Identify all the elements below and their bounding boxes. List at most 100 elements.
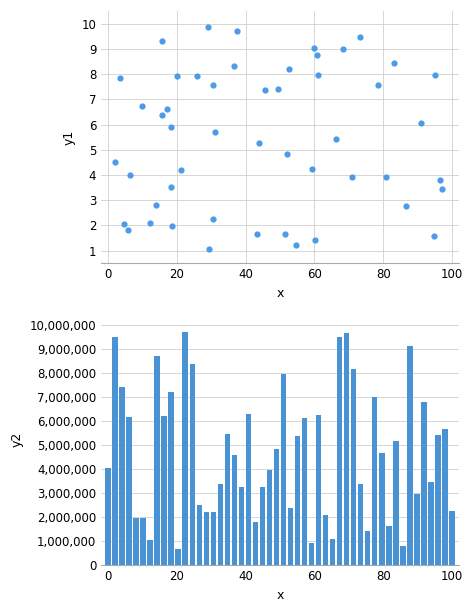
X-axis label: x: x [276, 589, 283, 602]
Bar [105, 468, 111, 565]
Bar [337, 337, 342, 565]
Point [332, 134, 340, 143]
Bar [386, 525, 392, 565]
Point [152, 200, 160, 210]
Point [348, 172, 356, 181]
Bar [133, 518, 139, 565]
Point [120, 219, 128, 229]
Point [374, 80, 382, 90]
Point [313, 50, 321, 59]
Bar [281, 375, 286, 565]
Point [255, 139, 263, 148]
Point [430, 231, 438, 241]
Point [209, 214, 217, 224]
Point [111, 158, 119, 167]
Bar [421, 402, 427, 565]
Bar [442, 429, 447, 565]
Point [261, 85, 269, 95]
Bar [323, 514, 328, 565]
Point [292, 240, 300, 249]
Bar [155, 356, 160, 565]
Point [417, 118, 425, 128]
Bar [316, 415, 321, 565]
Bar [295, 436, 301, 565]
Bar [147, 540, 153, 565]
Bar [168, 392, 174, 565]
Point [163, 104, 171, 114]
Point [204, 22, 212, 32]
Point [168, 221, 175, 231]
Bar [273, 449, 279, 565]
Point [437, 175, 444, 185]
Y-axis label: y2: y2 [11, 432, 24, 447]
Bar [232, 455, 237, 565]
Bar [260, 487, 265, 565]
Bar [127, 417, 132, 565]
Point [253, 229, 260, 238]
Point [438, 184, 446, 194]
Bar [197, 505, 202, 565]
Point [205, 245, 212, 254]
Point [209, 80, 217, 90]
Bar [162, 416, 167, 565]
Point [167, 182, 174, 192]
Point [382, 172, 390, 181]
Bar [288, 508, 293, 565]
Bar [218, 484, 223, 565]
Bar [309, 543, 314, 565]
Bar [400, 546, 406, 565]
Point [124, 226, 132, 235]
Bar [112, 337, 118, 565]
Bar [210, 512, 216, 565]
Point [211, 127, 219, 137]
Point [391, 58, 398, 67]
Point [177, 165, 185, 175]
Bar [414, 495, 419, 565]
Point [274, 84, 282, 94]
Bar [358, 484, 364, 565]
Bar [119, 387, 125, 565]
Point [158, 110, 165, 120]
Point [146, 218, 154, 228]
Point [431, 70, 439, 80]
Point [233, 26, 241, 36]
Point [193, 70, 201, 80]
Point [283, 149, 291, 159]
Bar [428, 482, 434, 565]
Point [281, 229, 289, 238]
Bar [238, 487, 244, 565]
Bar [140, 518, 146, 565]
Bar [175, 549, 181, 565]
Bar [203, 512, 209, 565]
Point [356, 32, 364, 42]
Y-axis label: y1: y1 [63, 129, 76, 145]
Bar [344, 333, 349, 565]
Point [308, 164, 316, 174]
Point [158, 37, 165, 47]
Bar [225, 434, 230, 565]
Point [230, 61, 238, 70]
Point [339, 44, 347, 54]
Bar [379, 453, 384, 565]
Point [127, 170, 134, 180]
Point [167, 123, 175, 132]
Bar [182, 332, 188, 565]
Bar [351, 369, 356, 565]
Point [138, 101, 146, 111]
Bar [190, 364, 195, 565]
Bar [449, 511, 455, 565]
Bar [407, 346, 412, 565]
X-axis label: x: x [276, 286, 283, 300]
Point [116, 73, 124, 83]
Bar [435, 435, 441, 565]
Point [173, 70, 181, 80]
Bar [302, 419, 307, 565]
Bar [246, 414, 251, 565]
Point [285, 64, 292, 74]
Bar [267, 470, 272, 565]
Bar [330, 539, 336, 565]
Bar [372, 397, 377, 565]
Bar [365, 531, 371, 565]
Point [311, 235, 319, 245]
Point [402, 201, 410, 211]
